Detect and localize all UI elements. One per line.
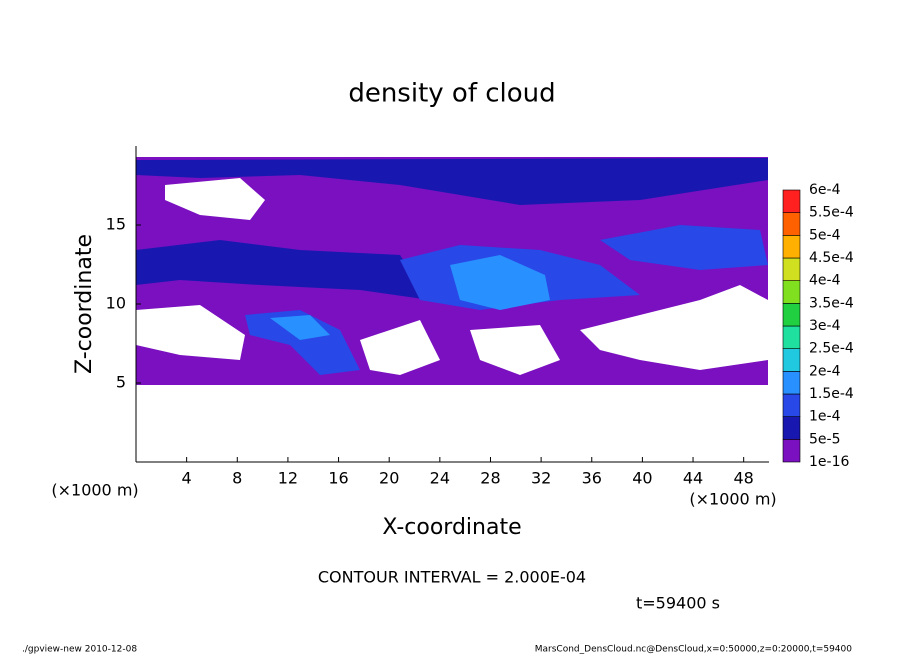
colorbar-box (782, 257, 801, 281)
colorbar-label: 1e-4 (809, 409, 841, 425)
x-tick-label: 20 (379, 469, 399, 488)
x-tick-label: 44 (683, 469, 703, 488)
region (450, 255, 550, 310)
colorbar-box (782, 325, 801, 349)
colorbar-label: 4e-4 (809, 273, 841, 289)
colorbar-label: 1.5e-4 (809, 386, 854, 402)
x-tick-label: 32 (531, 469, 551, 488)
footer: MarsCond_DensCloud.nc@DensCloud,x=0:5000… (535, 645, 852, 655)
colorbar-box (782, 235, 801, 259)
colorbar-label: 2.5e-4 (809, 341, 854, 357)
colorbar-box (782, 439, 801, 463)
colorbar-label: 2e-4 (809, 363, 841, 379)
colorbar-box (782, 303, 801, 327)
region (136, 158, 768, 205)
colorbar-label: 3e-4 (809, 318, 841, 334)
region (136, 240, 430, 300)
colorbar-box (782, 416, 801, 440)
x-tick-label: 12 (278, 469, 298, 488)
colorbar-box (782, 348, 801, 372)
no-data (165, 178, 265, 220)
colorbar-box (782, 212, 801, 236)
colorbar-label: 1e-16 (809, 454, 849, 470)
y-tick-label: 5 (116, 373, 126, 392)
y-tick-label: 15 (106, 215, 126, 234)
x-tick-label: 28 (480, 469, 500, 488)
colorbar-label: 5e-4 (809, 227, 841, 243)
no-data (360, 320, 440, 375)
footer: ./gpview-new 2010-12-08 (22, 645, 137, 655)
colorbar-label: 4.5e-4 (809, 250, 854, 266)
colorbar-box (782, 189, 801, 213)
x-tick-label: 48 (734, 469, 754, 488)
colorbar-label: 6e-4 (809, 182, 841, 198)
colorbar-box (782, 371, 801, 395)
colorbar-label: 3.5e-4 (809, 295, 854, 311)
no-data (580, 285, 768, 370)
x-tick-label: 36 (582, 469, 602, 488)
x-axis-label: X-coordinate (382, 515, 521, 540)
x-tick-label: 24 (430, 469, 450, 488)
no-data (470, 325, 560, 375)
colorbar-label: 5e-5 (809, 431, 840, 447)
x-tick-label: 8 (232, 469, 242, 488)
no-data (136, 305, 245, 360)
chart-title: density of cloud (348, 79, 555, 109)
y-tick-label: 10 (106, 294, 126, 313)
contour-field (136, 157, 768, 385)
region (245, 310, 360, 375)
x-unit: (×1000 m) (51, 481, 138, 500)
x-tick-label: 16 (328, 469, 348, 488)
region (270, 315, 330, 340)
contour-interval: CONTOUR INTERVAL = 2.000E-04 (318, 568, 586, 587)
x-tick-label: 40 (632, 469, 652, 488)
x-unit: (×1000 m) (689, 490, 776, 509)
time-label: t=59400 s (636, 594, 720, 613)
y-axis-label: Z-coordinate (72, 234, 97, 374)
colorbar-box (782, 280, 801, 304)
colorbar-box (782, 393, 801, 417)
colorbar-label: 5.5e-4 (809, 205, 854, 221)
x-tick-label: 4 (182, 469, 192, 488)
region (600, 225, 768, 270)
